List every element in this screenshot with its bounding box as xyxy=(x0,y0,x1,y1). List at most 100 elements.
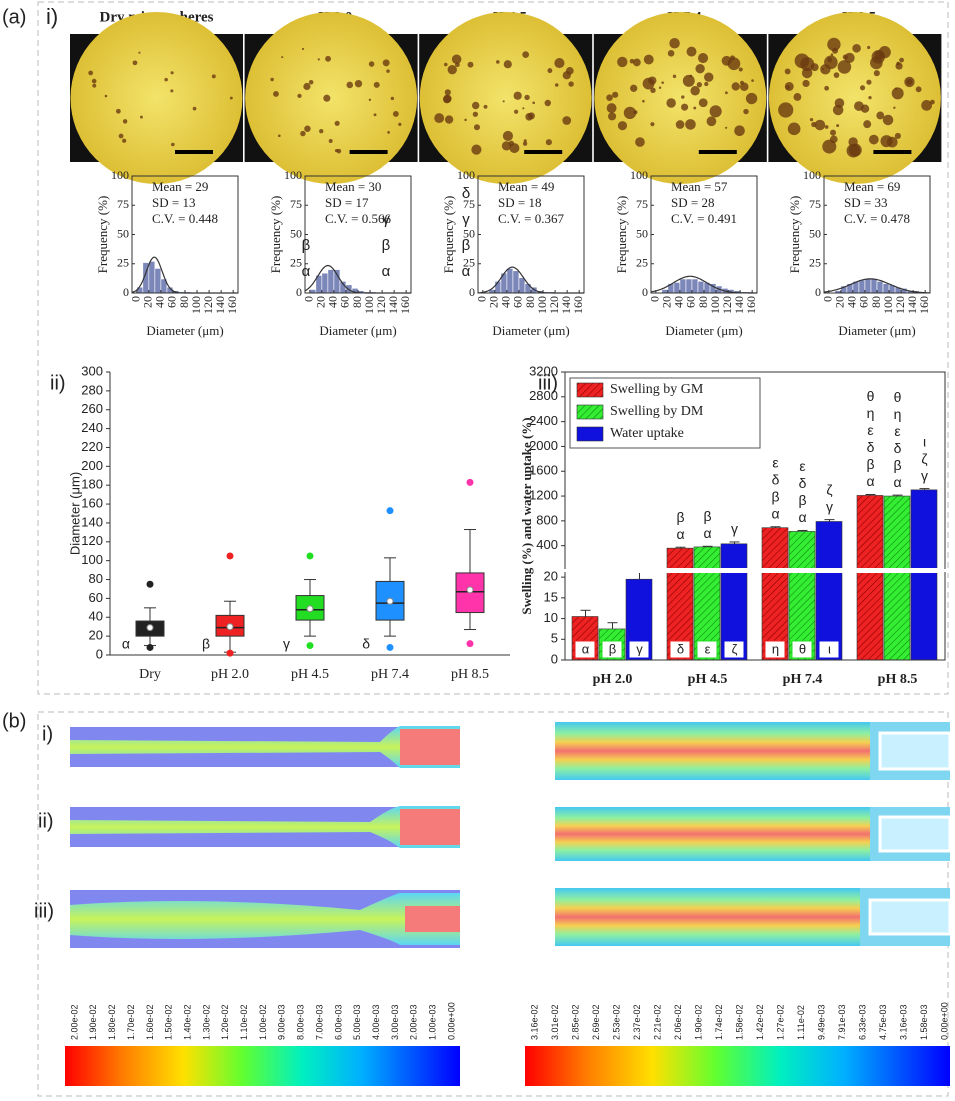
y-tick-label: 140 xyxy=(81,514,103,529)
x-tick-label: 40 xyxy=(845,296,859,308)
y-tick-label: 0 xyxy=(815,285,821,299)
microsphere xyxy=(132,60,138,66)
microsphere xyxy=(297,93,302,99)
y-tick-label: 15 xyxy=(544,589,558,604)
fit-curve xyxy=(823,278,930,294)
y-tick-label: 20 xyxy=(544,569,558,584)
x-axis-label: Diameter (μm) xyxy=(838,323,915,338)
x-tick-label: 20 xyxy=(314,296,328,308)
stat-label: C.V. = 0.478 xyxy=(844,211,910,226)
bar xyxy=(883,495,911,661)
legend-label: Swelling by GM xyxy=(610,382,704,397)
x-tick-label: 80 xyxy=(177,296,191,308)
panel-label: iii) xyxy=(538,372,558,394)
x-tick-label: 120 xyxy=(547,296,561,314)
microsphere xyxy=(669,38,680,49)
letter-box xyxy=(601,640,623,659)
stat-label: Mean = 29 xyxy=(152,179,208,194)
microsphere xyxy=(368,98,372,102)
microsphere xyxy=(373,113,377,117)
x-tick-label: 140 xyxy=(213,296,227,314)
y-tick-label: 75 xyxy=(809,197,821,211)
stat-label: Mean = 49 xyxy=(498,179,554,194)
histogram-bar xyxy=(685,278,693,294)
x-tick-label: 40 xyxy=(672,296,686,308)
microsphere xyxy=(496,60,500,64)
microsphere xyxy=(522,141,528,146)
microsphere xyxy=(630,84,638,92)
microsphere xyxy=(873,70,880,77)
y-tick-label: 25 xyxy=(117,256,129,270)
significance-letter: δ xyxy=(799,475,807,491)
x-tick-label: pH 8.5 xyxy=(878,672,918,687)
stat-label: SD = 17 xyxy=(325,195,369,210)
histogram-bar xyxy=(673,282,681,294)
significance-letter: δ xyxy=(894,440,902,456)
x-axis-label: Diameter (μm) xyxy=(146,323,223,338)
microsphere xyxy=(891,87,904,100)
microsphere xyxy=(896,61,900,66)
x-tick-label: 100 xyxy=(708,296,722,314)
letter-box xyxy=(696,640,718,659)
x-tick-label: 160 xyxy=(398,296,412,314)
y-tick-label: 50 xyxy=(636,226,648,240)
y-tick-label: 25 xyxy=(636,256,648,270)
histogram-bar xyxy=(309,289,317,294)
panel-label: (b) xyxy=(2,710,26,732)
significance-letter: α xyxy=(382,263,391,280)
microsphere xyxy=(317,58,320,61)
microsphere xyxy=(635,137,645,147)
stat-label: Mean = 69 xyxy=(844,179,900,194)
microsphere xyxy=(859,85,866,91)
microsphere xyxy=(704,72,714,82)
x-tick-label: 20 xyxy=(833,296,847,308)
outlier xyxy=(306,642,314,650)
microsphere xyxy=(734,125,745,137)
significance-letter: α xyxy=(798,509,806,525)
y-tick-label: 40 xyxy=(89,609,103,624)
microsphere xyxy=(547,68,553,74)
y-axis-label: Frequency (%) xyxy=(441,196,456,274)
y-tick-label: 75 xyxy=(636,197,648,211)
y-tick-label: 100 xyxy=(111,168,129,182)
colorbar-label: 9.49e-03 xyxy=(816,1004,826,1040)
panel-label: (a) xyxy=(2,6,26,28)
significance-letter: δ xyxy=(677,641,684,656)
microsphere xyxy=(633,110,638,115)
significance-letter: β xyxy=(893,457,901,473)
y-tick-label: 280 xyxy=(81,382,103,397)
microsphere xyxy=(876,111,885,120)
x-tick-label: 20 xyxy=(487,296,501,308)
x-tick-label: pH 7.4 xyxy=(783,672,823,687)
significance-letter: γ xyxy=(731,521,738,537)
colorbar-label: 1.42e-02 xyxy=(755,1004,765,1040)
bar xyxy=(761,527,789,661)
microsphere xyxy=(171,142,175,147)
x-tick-label: 80 xyxy=(523,296,537,308)
microsphere xyxy=(334,120,340,126)
microsphere xyxy=(675,120,685,129)
significance-letter: ε xyxy=(799,458,805,474)
microsphere xyxy=(833,72,840,78)
microsphere xyxy=(632,58,641,67)
x-tick-label: pH 4.5 xyxy=(291,667,329,682)
microsphere xyxy=(785,85,791,90)
microsphere xyxy=(164,77,168,82)
microsphere xyxy=(866,79,872,85)
colorbar-label: 3.00e-03 xyxy=(390,1004,400,1040)
significance-letter: β xyxy=(202,636,210,652)
microsphere xyxy=(122,119,128,124)
fit-curve xyxy=(650,275,757,294)
y-tick-label: 1600 xyxy=(529,463,558,478)
x-tick-label: pH 2.0 xyxy=(593,672,633,687)
y-tick-label: 75 xyxy=(290,197,302,211)
microsphere xyxy=(88,70,94,76)
colorbar-label: 1.74e-02 xyxy=(714,1004,724,1040)
microsphere xyxy=(91,78,97,84)
axis-break xyxy=(562,569,948,572)
x-tick-label: 100 xyxy=(362,296,376,314)
microsphere xyxy=(544,99,551,107)
x-tick-label: 0 xyxy=(129,296,143,302)
y-tick-label: 100 xyxy=(803,168,821,182)
microsphere xyxy=(852,43,861,53)
